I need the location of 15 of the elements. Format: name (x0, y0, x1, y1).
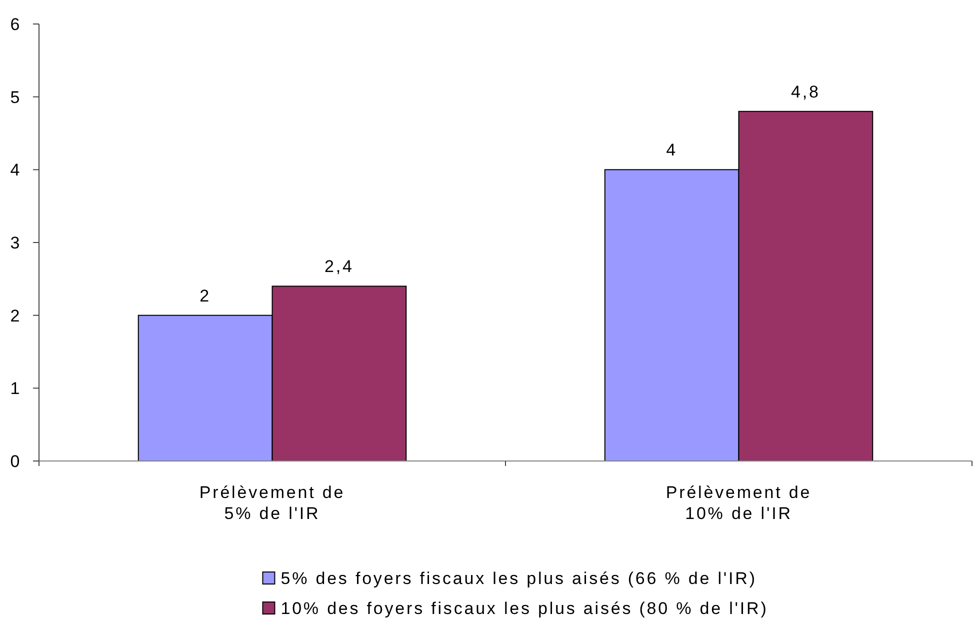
y-tick-label: 0 (10, 452, 20, 471)
y-tick-label: 3 (10, 233, 20, 252)
data-label: 4,8 (791, 82, 820, 102)
y-tick-label: 2 (10, 306, 20, 326)
y-tick-label: 5 (10, 88, 20, 107)
legend-label: 10% des foyers fiscaux les plus aisés (80 % de l'IR) (280, 599, 768, 618)
data-label: 2,4 (324, 257, 354, 276)
x-tick-label: Prélèvement de 10% de l'IR (666, 483, 812, 523)
y-tick-label: 1 (10, 379, 20, 398)
y-tick-label: 4 (10, 160, 20, 180)
y-tick-label: 6 (10, 14, 20, 34)
data-label: 2 (200, 286, 211, 306)
legend-label: 5% des foyers fiscaux les plus aisés (66 % de l'IR) (280, 569, 757, 588)
x-tick-label: Prélèvement de 5% de l'IR (199, 483, 346, 523)
data-label: 4 (666, 140, 678, 160)
